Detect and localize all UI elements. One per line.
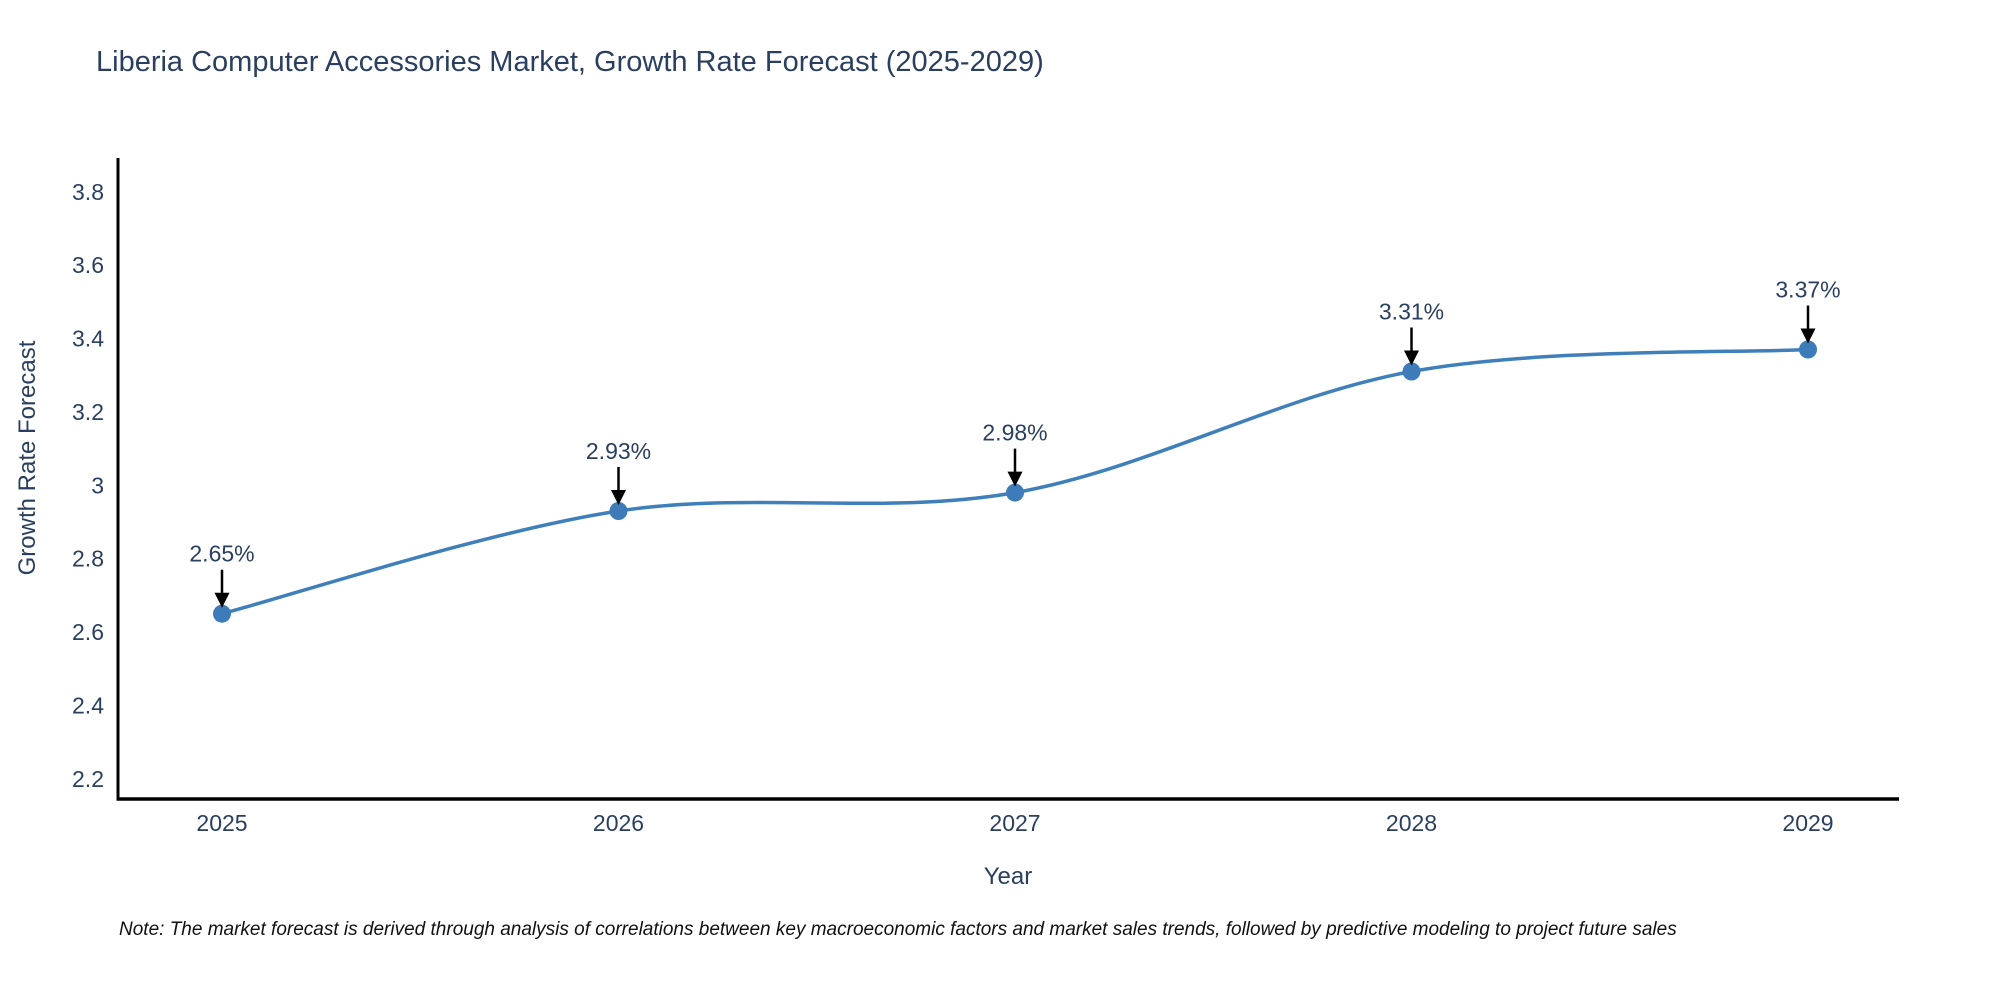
x-tick-label: 2026 (593, 810, 644, 836)
y-tick-label: 3.4 (72, 326, 104, 352)
data-point-marker (609, 502, 628, 520)
annotation-label: 2.98% (982, 420, 1047, 446)
x-tick-label: 2028 (1386, 810, 1437, 836)
chart-title: Liberia Computer Accessories Market, Gro… (96, 46, 1044, 78)
annotation-arrowhead (611, 490, 626, 505)
annotation-arrowhead (1800, 328, 1816, 344)
x-tick-label: 2025 (196, 810, 247, 836)
annotation-label: 2.65% (189, 541, 254, 567)
data-point-marker (213, 604, 231, 623)
y-tick-label: 2.2 (72, 766, 104, 792)
y-tick-label: 3.2 (72, 399, 104, 425)
x-axis-title: Year (983, 863, 1033, 890)
x-tick-label: 2027 (989, 810, 1040, 836)
y-tick-label: 3 (91, 472, 104, 498)
y-tick-label: 2.4 (72, 692, 104, 718)
y-tick-label: 3.8 (72, 179, 104, 205)
footnote: Note: The market forecast is derived thr… (119, 919, 1677, 940)
annotation-arrowhead (1404, 350, 1419, 366)
y-tick-label: 2.8 (72, 546, 104, 572)
data-point-marker (1006, 483, 1024, 502)
annotation-label: 3.31% (1379, 299, 1444, 325)
y-tick-label: 2.6 (72, 619, 104, 645)
annotation-arrowhead (1007, 471, 1023, 487)
x-tick-label: 2029 (1782, 810, 1833, 836)
data-point-marker (1799, 340, 1817, 359)
y-tick-label: 3.6 (72, 252, 104, 278)
annotation-label: 2.93% (586, 438, 651, 464)
data-point-marker (1402, 362, 1421, 381)
annotation-label: 3.37% (1775, 277, 1840, 303)
annotation-arrowhead (214, 592, 230, 608)
